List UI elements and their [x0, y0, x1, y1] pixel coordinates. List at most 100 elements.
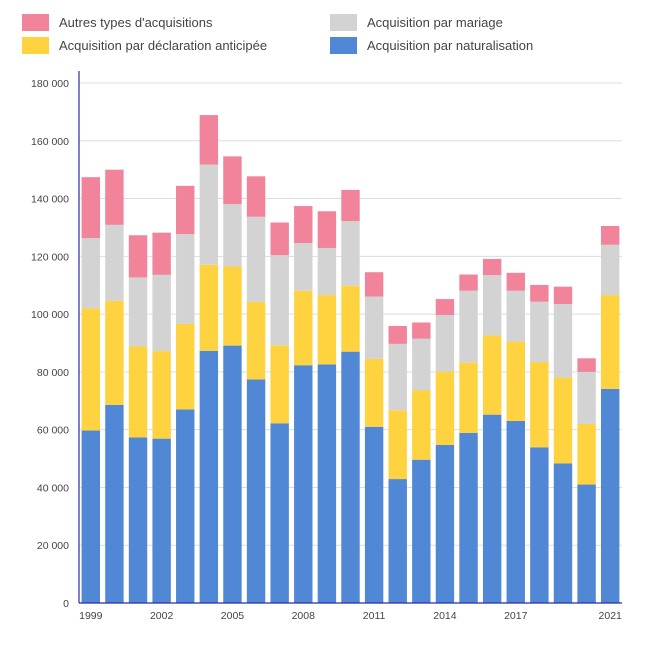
- bar-segment[interactable]: [506, 272, 525, 291]
- bar-segment[interactable]: [577, 423, 596, 485]
- bar-segment[interactable]: [341, 221, 360, 286]
- bar-segment[interactable]: [294, 365, 313, 603]
- bar-segment[interactable]: [388, 343, 407, 411]
- bar-segment[interactable]: [152, 351, 171, 439]
- bar-segment[interactable]: [246, 379, 266, 603]
- bar-segment[interactable]: [128, 437, 148, 603]
- bar-segment[interactable]: [105, 300, 124, 405]
- bar-segment[interactable]: [412, 338, 431, 391]
- bar-segment[interactable]: [341, 285, 360, 352]
- bar-segment[interactable]: [553, 377, 573, 464]
- bar-segment[interactable]: [223, 204, 242, 267]
- bar-segment[interactable]: [81, 308, 101, 431]
- bar-segment[interactable]: [294, 206, 313, 244]
- bar-segment[interactable]: [223, 345, 242, 603]
- bar-segment[interactable]: [199, 164, 219, 265]
- bar-segment[interactable]: [270, 255, 289, 346]
- bar-segment[interactable]: [176, 234, 195, 324]
- bar-segment[interactable]: [246, 301, 266, 380]
- bar-segment[interactable]: [435, 371, 455, 445]
- bar-segment[interactable]: [412, 459, 431, 603]
- bar-segment[interactable]: [482, 275, 502, 336]
- bar-segment[interactable]: [435, 314, 455, 372]
- bar-segment[interactable]: [128, 277, 148, 347]
- bar-segment[interactable]: [530, 284, 549, 302]
- bar-segment[interactable]: [412, 322, 431, 339]
- bar-segment[interactable]: [246, 216, 266, 302]
- bar-segment[interactable]: [459, 432, 478, 603]
- legend-item-naturalisation[interactable]: Acquisition par naturalisation: [330, 35, 533, 55]
- bar-segment[interactable]: [246, 176, 266, 217]
- bar-segment[interactable]: [530, 301, 549, 363]
- bar-segment[interactable]: [553, 286, 573, 304]
- legend-item-declaration[interactable]: Acquisition par déclaration anticipée: [22, 35, 267, 55]
- bar-segment[interactable]: [317, 364, 337, 603]
- bar-segment[interactable]: [435, 299, 455, 315]
- bar-segment[interactable]: [128, 235, 148, 278]
- bar-segment[interactable]: [600, 244, 620, 296]
- bar-segment[interactable]: [152, 232, 171, 275]
- bar-segment[interactable]: [317, 247, 337, 296]
- y-tick-label: 100 000: [31, 309, 69, 321]
- bar-segment[interactable]: [176, 409, 195, 603]
- bar-segment[interactable]: [105, 404, 124, 603]
- bar-segment[interactable]: [482, 258, 502, 276]
- bar-segment[interactable]: [128, 346, 148, 438]
- bar-segment[interactable]: [553, 463, 573, 603]
- bar-segment[interactable]: [506, 290, 525, 342]
- bar-segment[interactable]: [364, 296, 384, 359]
- bar-segment[interactable]: [152, 274, 171, 352]
- bar-segment[interactable]: [577, 358, 596, 372]
- bar-segment[interactable]: [81, 177, 101, 239]
- bar-segment[interactable]: [199, 264, 219, 351]
- bar-segment[interactable]: [294, 243, 313, 291]
- bar-segment[interactable]: [176, 323, 195, 410]
- bar-segment[interactable]: [270, 423, 289, 603]
- legend-item-autres[interactable]: Autres types d'acquisitions: [22, 12, 213, 32]
- legend-label-declaration: Acquisition par déclaration anticipée: [59, 37, 268, 53]
- bar-segment[interactable]: [270, 345, 289, 424]
- bar-segment[interactable]: [199, 350, 219, 603]
- bar-segment[interactable]: [317, 211, 337, 248]
- bar-segment[interactable]: [482, 335, 502, 415]
- bar-segment[interactable]: [506, 421, 525, 603]
- bar-segment[interactable]: [176, 185, 195, 235]
- bar-segment[interactable]: [317, 295, 337, 365]
- bar-segment[interactable]: [435, 444, 455, 603]
- bar-segment[interactable]: [341, 189, 360, 222]
- bar-segment[interactable]: [199, 115, 219, 165]
- bar-segment[interactable]: [152, 438, 171, 603]
- bar-segment[interactable]: [388, 325, 407, 344]
- bar-segment[interactable]: [600, 388, 620, 603]
- bar-segment[interactable]: [105, 224, 124, 301]
- bar-segment[interactable]: [459, 274, 478, 291]
- bar-segment[interactable]: [530, 362, 549, 448]
- bar-segment[interactable]: [412, 390, 431, 460]
- bar-segment[interactable]: [388, 479, 407, 603]
- x-tick-label: 2002: [150, 610, 174, 622]
- legend-item-mariage[interactable]: Acquisition par mariage: [330, 12, 503, 32]
- bar-segment[interactable]: [270, 222, 289, 256]
- bar-segment[interactable]: [600, 295, 620, 389]
- bar-segment[interactable]: [364, 272, 384, 297]
- bar-segment[interactable]: [506, 341, 525, 421]
- bar-segment[interactable]: [482, 414, 502, 603]
- bar-segment[interactable]: [530, 447, 549, 603]
- bar-segment[interactable]: [364, 426, 384, 603]
- bar-segment[interactable]: [341, 351, 360, 603]
- bar-segment[interactable]: [105, 169, 124, 225]
- legend-swatch-mariage: [330, 13, 357, 31]
- bar-segment[interactable]: [600, 226, 620, 245]
- bar-segment[interactable]: [81, 430, 101, 603]
- bar-segment[interactable]: [81, 238, 101, 309]
- bar-segment[interactable]: [577, 371, 596, 424]
- bar-segment[interactable]: [459, 290, 478, 363]
- bar-segment[interactable]: [459, 362, 478, 433]
- bar-segment[interactable]: [294, 290, 313, 366]
- bar-segment[interactable]: [388, 410, 407, 480]
- bar-segment[interactable]: [223, 156, 242, 205]
- bar-segment[interactable]: [553, 304, 573, 378]
- bar-segment[interactable]: [223, 266, 242, 346]
- bar-segment[interactable]: [364, 358, 384, 427]
- bar-segment[interactable]: [577, 484, 596, 603]
